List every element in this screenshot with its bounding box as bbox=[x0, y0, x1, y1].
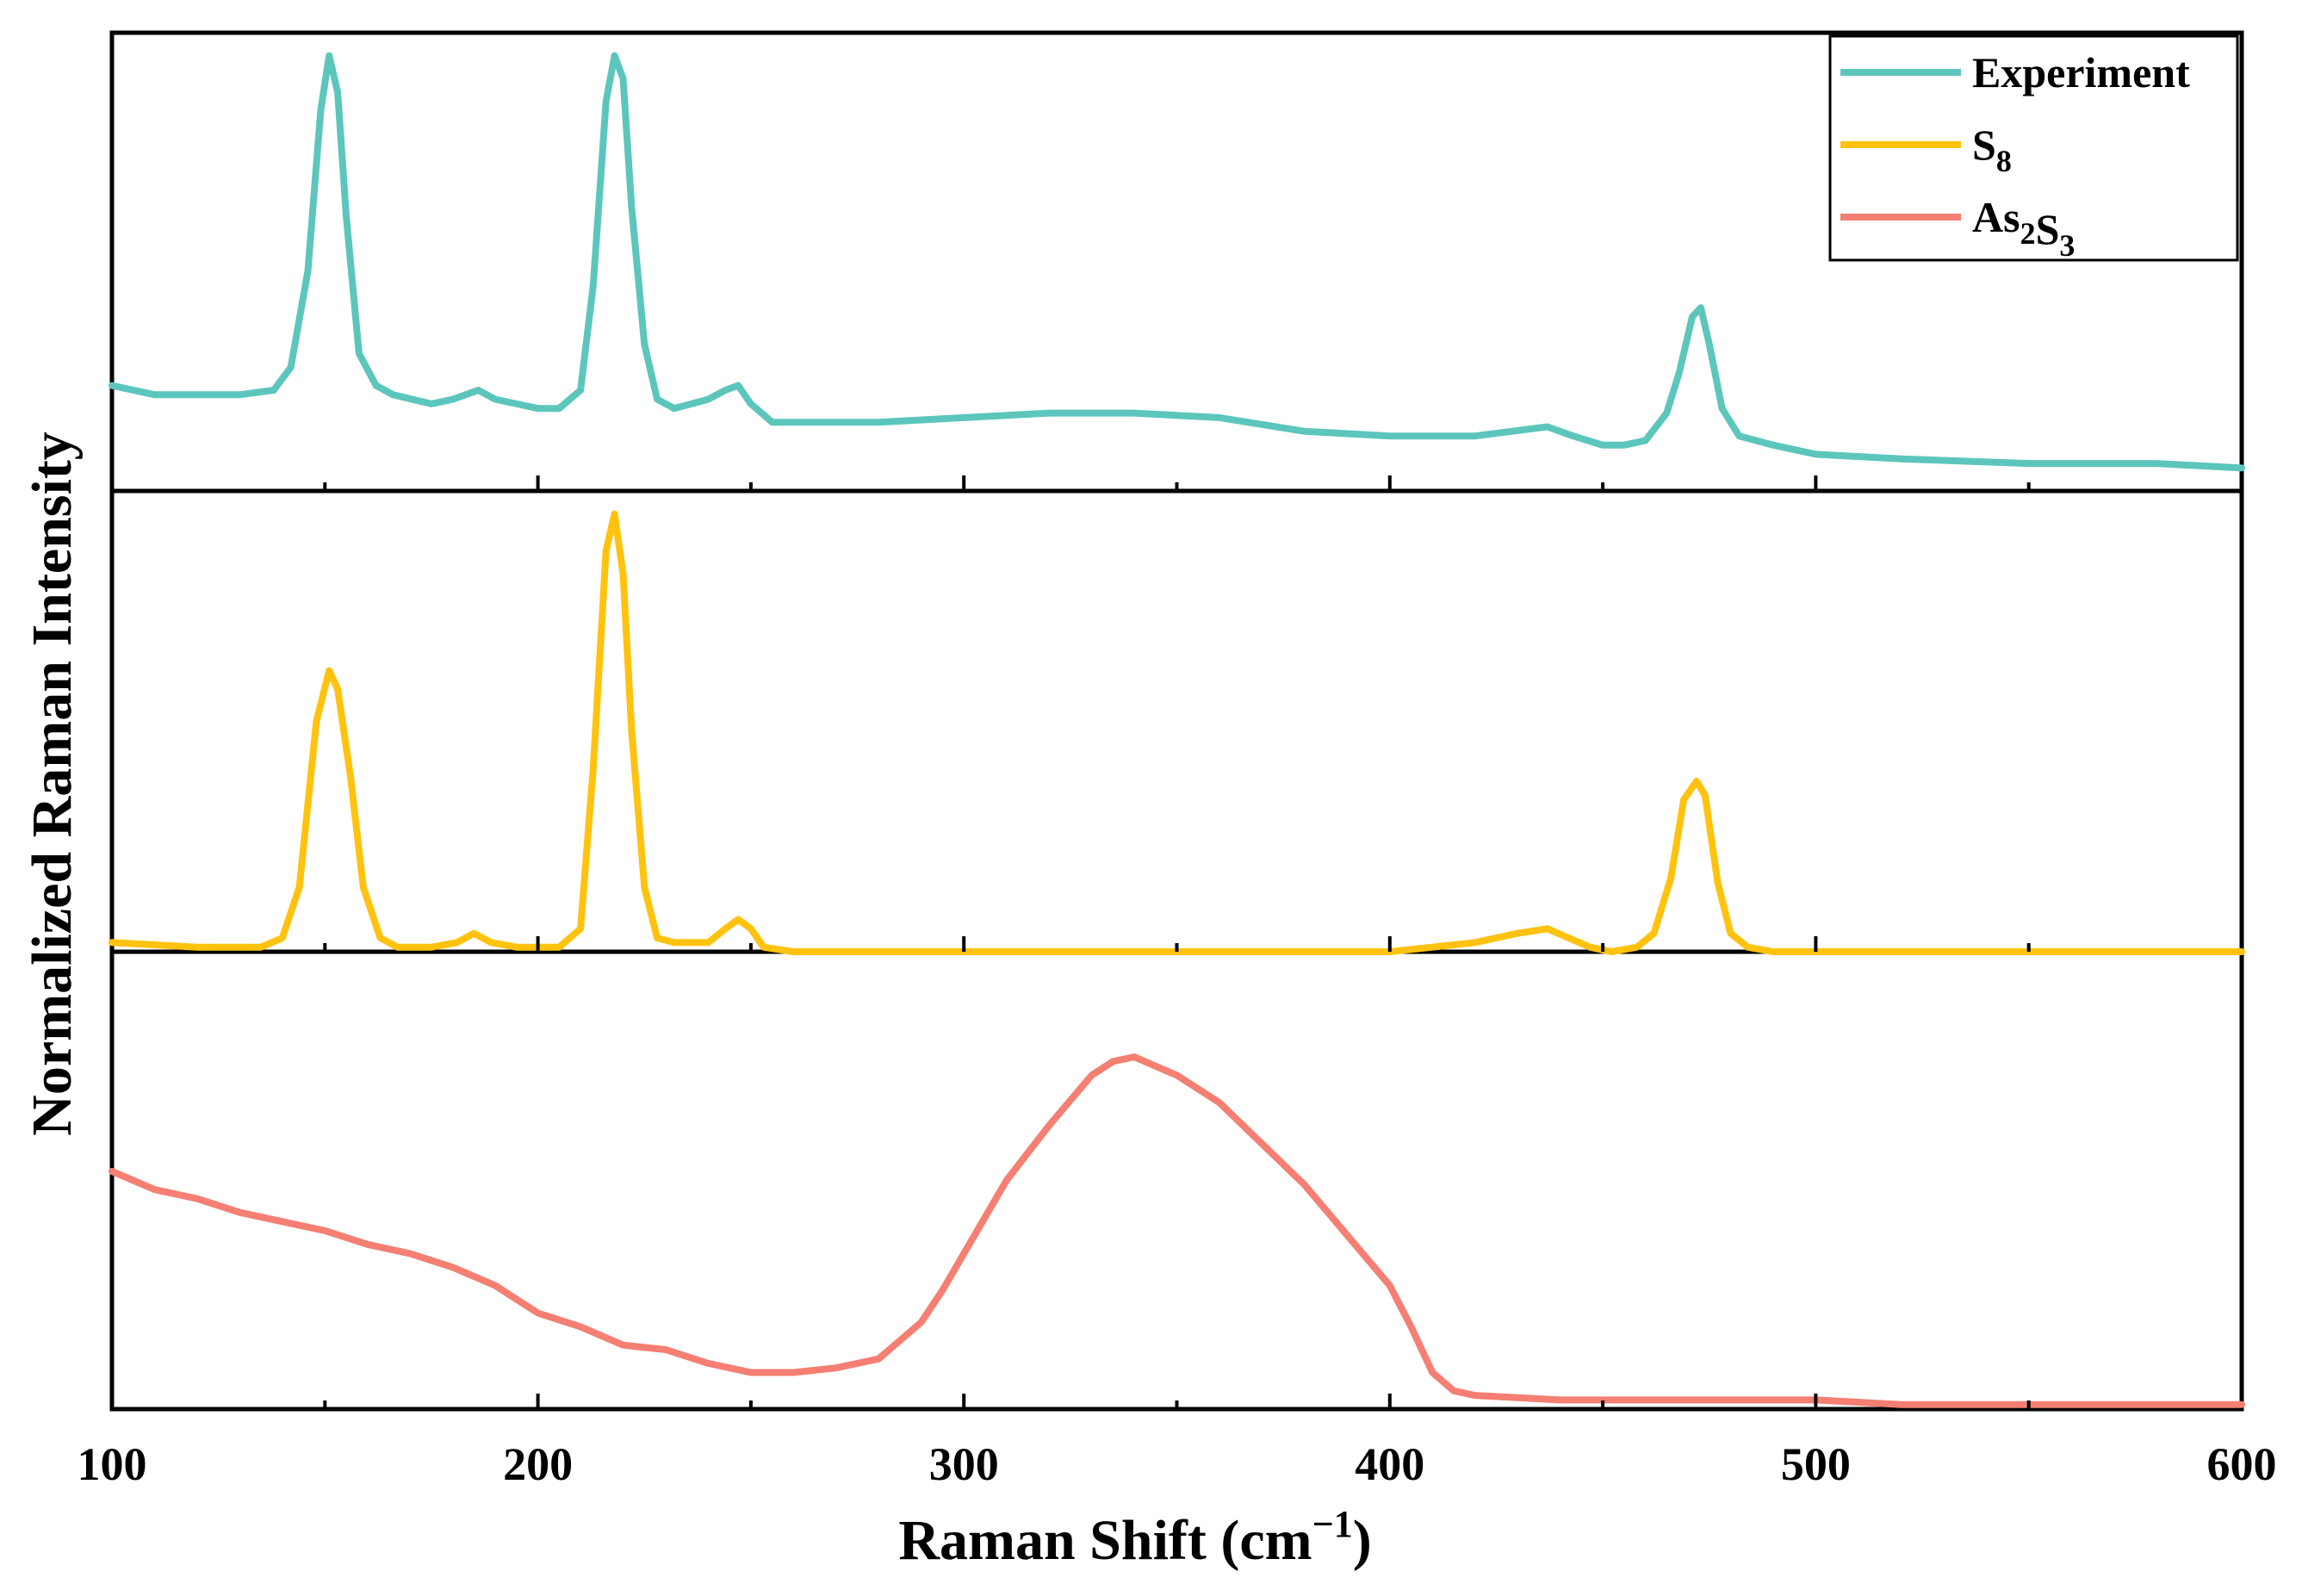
legend-label-experiment: Experiment bbox=[1972, 48, 2190, 96]
series-line-s8 bbox=[109, 510, 2245, 955]
x-axis-title-superscript: −1 bbox=[1312, 1503, 1353, 1545]
x-tick-label: 500 bbox=[1781, 1438, 1851, 1490]
x-axis-title-text: Raman Shift (cm bbox=[898, 1509, 1312, 1572]
x-tick-label: 300 bbox=[929, 1438, 999, 1490]
series-line-as2s3 bbox=[109, 1053, 2245, 1408]
panel-frame-2 bbox=[109, 488, 2244, 954]
legend-label-as2s3: As2S3 bbox=[1972, 193, 2075, 263]
y-axis-title: Normalized Raman Intensity bbox=[21, 432, 84, 1136]
x-axis-title-close: ) bbox=[1353, 1509, 1372, 1572]
panel-frame-3 bbox=[109, 949, 2244, 1412]
legend-label-s8: S8 bbox=[1972, 121, 2012, 178]
x-tick-label: 100 bbox=[78, 1438, 147, 1490]
x-tick-label: 400 bbox=[1355, 1438, 1424, 1490]
x-axis: 100 200 300 400 500 600 bbox=[78, 475, 2277, 1490]
legend: Experiment S8 As2S3 bbox=[1828, 34, 2239, 263]
x-tick-label: 600 bbox=[2207, 1438, 2277, 1490]
series-layer bbox=[109, 52, 2245, 1408]
x-tick-label: 200 bbox=[503, 1438, 573, 1490]
series-line-experiment bbox=[109, 52, 2245, 472]
x-axis-title: Raman Shift (cm−1) bbox=[898, 1503, 1371, 1572]
